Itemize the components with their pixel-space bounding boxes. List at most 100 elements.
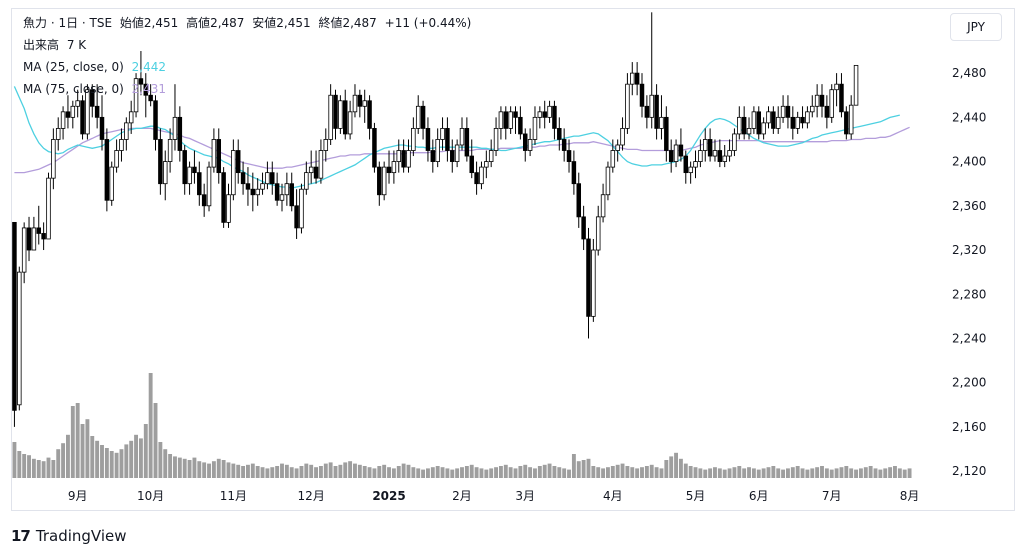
volume-bar — [338, 464, 343, 478]
volume-label: 出来高 — [23, 38, 60, 52]
y-tick-label: 2,360 — [952, 199, 986, 213]
candle-up — [493, 128, 499, 151]
candle-up — [260, 183, 265, 190]
volume-bar — [173, 456, 177, 478]
open-value: 始値2,451 — [119, 16, 179, 30]
x-tick-label: 2月 — [452, 489, 472, 503]
volume-bar — [678, 458, 683, 478]
candle-down — [800, 116, 805, 124]
volume-bar — [464, 466, 469, 478]
candle-up — [702, 139, 708, 151]
volume-bar — [70, 406, 75, 478]
candle-down — [99, 116, 105, 140]
volume-bar — [790, 467, 795, 478]
volume-bar — [717, 468, 722, 478]
volume-bar — [216, 458, 221, 478]
candle-down — [177, 116, 183, 151]
volume-bar — [255, 466, 260, 478]
volume-bar — [318, 466, 323, 478]
candle-up — [46, 177, 51, 240]
low-value: 安値2,451 — [252, 16, 311, 30]
candle-up — [299, 188, 304, 229]
candle-down — [274, 183, 280, 201]
candle-down — [644, 105, 650, 118]
candle-up — [620, 128, 625, 146]
volume-bar — [625, 466, 630, 478]
candle-up — [591, 249, 596, 317]
volume-bar — [197, 461, 202, 478]
ma75-legend[interactable]: MA (75, close, 0) 2,431 — [23, 81, 170, 97]
volume-bar — [713, 467, 717, 478]
volume-bar — [450, 469, 455, 478]
candle-down — [707, 139, 713, 157]
candle-down — [561, 139, 567, 151]
volume-bar — [766, 467, 771, 478]
volume-bar — [353, 463, 357, 478]
candle-up — [17, 271, 22, 406]
tradingview-logo[interactable]: 17 TradingView — [11, 527, 127, 545]
candle-down — [785, 105, 791, 118]
candle-up — [737, 116, 742, 135]
volume-bar — [168, 454, 173, 478]
candle-down — [372, 128, 377, 168]
candle-up — [119, 139, 124, 151]
volume-bar — [104, 448, 109, 478]
candle-up — [547, 105, 552, 118]
candle-up — [814, 94, 820, 107]
candle-up — [75, 100, 80, 107]
symbol-label[interactable]: 魚力 · 1日 · TSE — [23, 16, 113, 30]
candle-down — [571, 161, 577, 185]
volume-bar — [134, 434, 138, 478]
candle-down — [683, 155, 689, 174]
volume-bar — [844, 466, 849, 478]
currency-button[interactable]: JPY — [950, 13, 1002, 41]
candle-down — [664, 116, 669, 151]
volume-bar — [387, 467, 391, 478]
candle-up — [255, 188, 260, 196]
candle-down — [819, 94, 825, 107]
volume-bar — [888, 467, 893, 478]
candle-down — [182, 150, 187, 185]
volume-bar — [323, 463, 328, 478]
candle-down — [557, 128, 562, 140]
candle-up — [732, 133, 737, 151]
candle-down — [425, 128, 431, 151]
candle-up — [396, 150, 402, 162]
candle-up — [60, 111, 66, 129]
candle-down — [377, 166, 382, 196]
candle-up — [411, 128, 416, 151]
volume-bar — [31, 458, 36, 478]
ma25-legend[interactable]: MA (25, close, 0) 2,442 — [23, 59, 170, 75]
volume-bar — [810, 468, 815, 478]
volume-bar — [508, 467, 513, 478]
volume-bar — [56, 449, 61, 478]
x-tick-label: 11月 — [220, 489, 247, 503]
volume-bar — [688, 466, 693, 478]
candle-down — [639, 83, 645, 107]
volume-bar — [75, 403, 80, 478]
volume-bar — [231, 463, 236, 478]
volume-bar — [100, 445, 104, 478]
ma25-label: MA (25, close, 0) — [23, 60, 124, 74]
candle-down — [503, 111, 509, 129]
volume-bar — [143, 424, 148, 478]
candle-down — [790, 116, 796, 129]
volume-bar — [494, 467, 498, 478]
candle-down — [576, 183, 582, 218]
candle-up — [328, 94, 333, 140]
candle-up — [440, 128, 445, 140]
candle-up — [406, 150, 411, 168]
candle-down — [824, 105, 830, 118]
volume-bar — [280, 463, 284, 478]
candle-up — [172, 116, 178, 140]
volume-bar — [907, 468, 912, 478]
candle-down — [586, 238, 591, 317]
volume-value: 7 K — [66, 38, 87, 52]
candle-up — [435, 139, 440, 162]
candle-up — [381, 166, 387, 196]
candle-up — [829, 89, 834, 118]
candle-down — [138, 78, 144, 85]
volume-bar — [640, 467, 644, 478]
candle-up — [70, 105, 76, 118]
